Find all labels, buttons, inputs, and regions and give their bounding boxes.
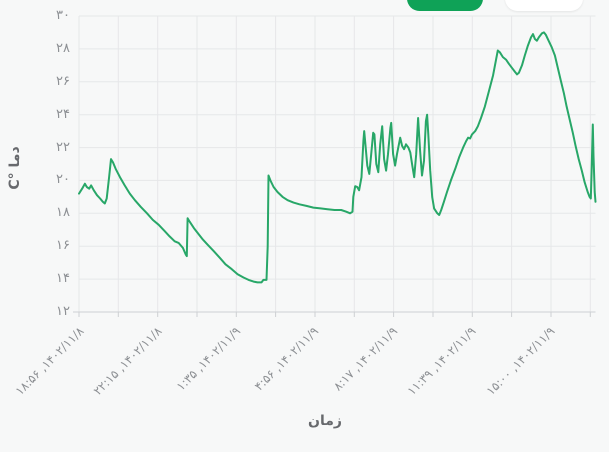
y-tick-label: ۱۴: [56, 271, 70, 287]
toggle-button-active[interactable]: [407, 0, 483, 11]
y-tick-label: ۱۲: [56, 304, 70, 319]
y-tick-label: ۲۶: [56, 73, 70, 89]
y-tick-label: ۲۸: [56, 40, 70, 56]
y-axis-title: دما °C: [7, 146, 23, 190]
x-axis-title: زمان: [308, 413, 342, 429]
y-tick-label: ۱۶: [56, 238, 70, 254]
y-tick-label: ۳۰: [56, 8, 70, 23]
y-tick-label: ۲۴: [56, 106, 70, 122]
y-tick-label: ۱۸: [56, 205, 70, 221]
toggle-button-inactive[interactable]: [505, 0, 583, 11]
y-tick-label: ۲۲: [56, 139, 70, 155]
y-tick-label: ۲۰: [56, 172, 70, 188]
